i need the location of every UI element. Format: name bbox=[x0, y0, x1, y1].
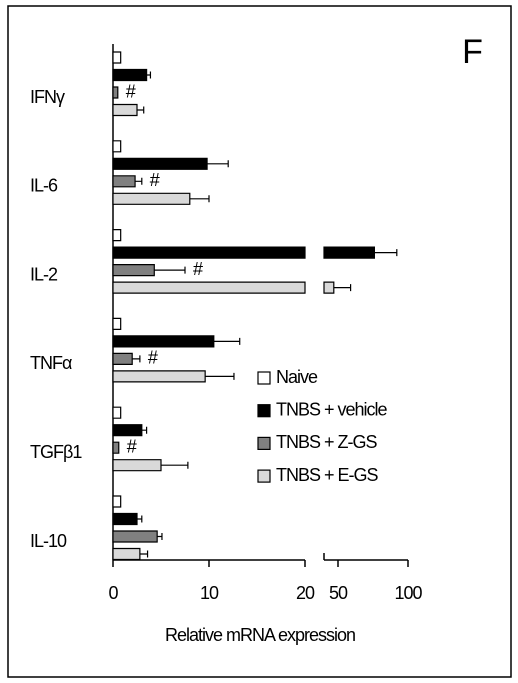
error-bar bbox=[374, 249, 398, 257]
bar bbox=[112, 140, 122, 153]
bar bbox=[112, 157, 208, 170]
category-label: TNFα bbox=[30, 353, 72, 373]
error-bar bbox=[154, 266, 186, 274]
category-label: IL-6 bbox=[30, 176, 58, 196]
category-label: IFNγ bbox=[30, 87, 65, 107]
legend-label: TNBS + Z-GS bbox=[276, 432, 378, 452]
significance-mark: # bbox=[126, 81, 136, 101]
error-bar bbox=[146, 71, 152, 79]
bar bbox=[112, 441, 120, 454]
bar bbox=[112, 459, 162, 472]
bar bbox=[112, 51, 122, 64]
x-tick-label: 0 bbox=[108, 583, 118, 603]
error-bar bbox=[132, 355, 141, 363]
bar bbox=[112, 175, 136, 188]
bar bbox=[112, 335, 215, 348]
bar bbox=[112, 317, 122, 330]
error-bar bbox=[333, 284, 352, 292]
error-bar bbox=[157, 533, 163, 540]
x-tick-label: 10 bbox=[200, 583, 219, 603]
panel-label: F bbox=[462, 33, 482, 71]
bar bbox=[112, 246, 375, 259]
legend-label: TNBS + E-GS bbox=[276, 465, 379, 485]
bar bbox=[112, 68, 148, 82]
bar bbox=[112, 530, 158, 543]
bar bbox=[112, 370, 206, 383]
bar bbox=[112, 406, 122, 419]
error-bar bbox=[213, 337, 241, 345]
legend-swatch bbox=[257, 404, 271, 418]
bar bbox=[112, 424, 143, 437]
error-bar bbox=[207, 160, 229, 168]
x-tick-label: 20 bbox=[296, 583, 315, 603]
x-tick-label: 50 bbox=[329, 583, 348, 603]
error-bar bbox=[135, 177, 143, 185]
bar bbox=[112, 264, 155, 277]
x-tick-label: 100 bbox=[394, 583, 422, 603]
significance-mark: # bbox=[127, 436, 137, 456]
error-bar bbox=[189, 195, 210, 203]
bar bbox=[112, 103, 138, 117]
legend-label: Naive bbox=[276, 367, 318, 387]
bar bbox=[112, 512, 138, 526]
bar bbox=[112, 86, 119, 99]
bar bbox=[112, 281, 335, 294]
error-bar bbox=[205, 372, 235, 380]
significance-mark: # bbox=[150, 170, 160, 190]
error-bar bbox=[141, 426, 148, 434]
category-label: IL-2 bbox=[30, 264, 58, 284]
bar bbox=[112, 495, 122, 508]
legend-swatch bbox=[257, 436, 271, 450]
category-label: IL-10 bbox=[30, 531, 67, 551]
x-axis-title: Relative mRNA expression bbox=[165, 625, 355, 645]
error-bar bbox=[139, 550, 149, 558]
bar bbox=[112, 352, 133, 365]
bar bbox=[112, 229, 122, 242]
error-bar bbox=[137, 106, 145, 114]
significance-mark: # bbox=[148, 348, 158, 368]
error-bar bbox=[137, 515, 143, 523]
legend-swatch bbox=[257, 371, 271, 385]
category-label: TGFβ1 bbox=[30, 442, 82, 462]
error-bar bbox=[161, 461, 189, 469]
bar bbox=[112, 192, 191, 205]
significance-mark: # bbox=[193, 259, 203, 279]
bar bbox=[112, 547, 141, 561]
legend-swatch bbox=[257, 469, 271, 483]
frame bbox=[7, 5, 512, 678]
legend-label: TNBS + vehicle bbox=[276, 399, 388, 419]
